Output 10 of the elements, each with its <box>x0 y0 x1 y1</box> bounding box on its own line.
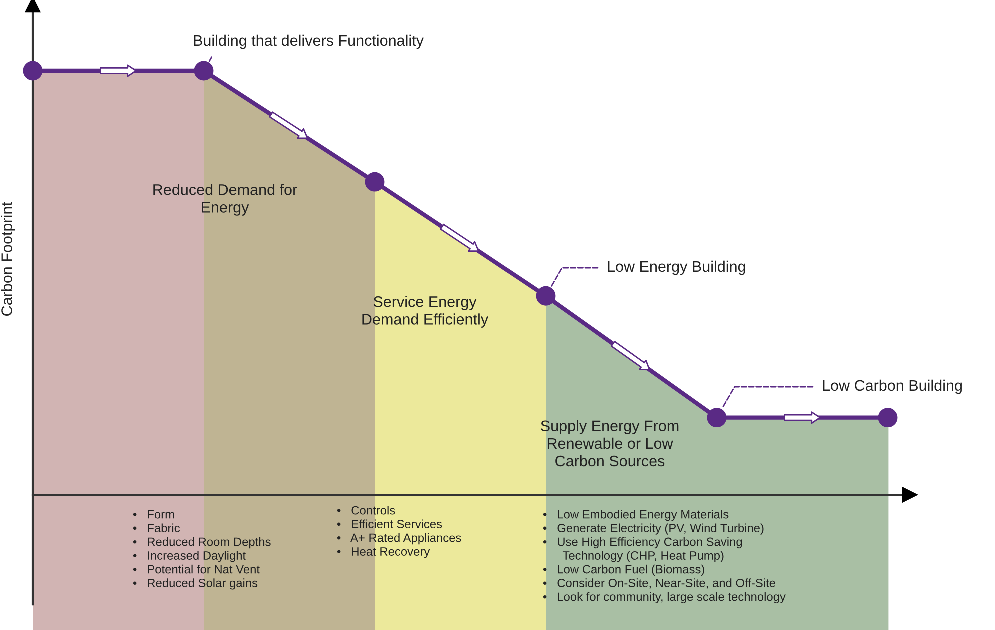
annotation: Low Energy Building <box>608 260 746 276</box>
y-axis-title: Carbon Footprint <box>1 202 16 316</box>
text: Building that delivers Functionality <box>194 34 424 50</box>
annotation: Supply Energy From Renewable or Low Carbon Sources <box>541 420 679 467</box>
text: • Controls • Efficient Services • A+ Rated Appliances • Heat Recovery <box>337 506 462 558</box>
annotation: Reduced Demand for Energy <box>154 184 298 216</box>
text: • Low Embodied Energy Materials • Generate Electricity (PV, Wind Turbine) • Use High Efficiency Carbon Saving Technology (CHP, Heat Pump) • Low Carbon Fuel (Biomass) • Consider On-Site, Near-Site, and Off-Site • Look for community, large scale technology <box>543 510 786 604</box>
text: • Form • Fabric • Reduced Room Depths • Increased Daylight • Potential for Nat Vent • Reduced Solar gains <box>133 510 271 590</box>
annotation: Low Carbon Building <box>823 380 962 394</box>
annotation: Service Energy Demand Efficiently <box>362 296 489 328</box>
